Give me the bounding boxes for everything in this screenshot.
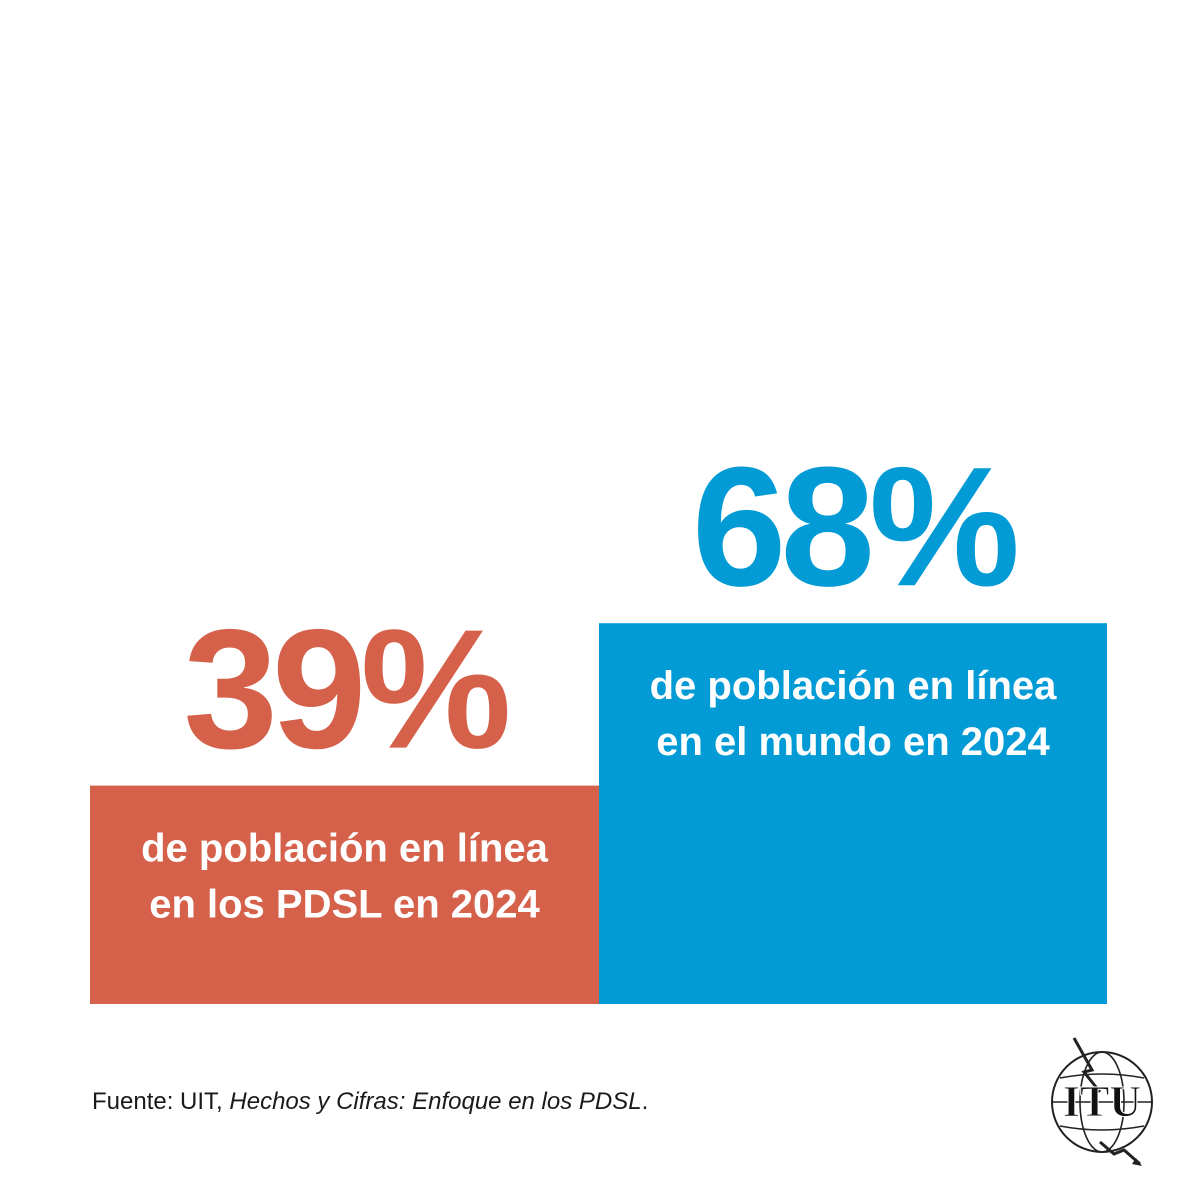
- bar-pdsl: [90, 785, 599, 1004]
- itu-logo-text: ITU: [1063, 1077, 1141, 1126]
- bar-label-mundo-line-1: de población en línea: [650, 664, 1057, 708]
- value-label-pdsl: 39%: [183, 595, 507, 785]
- source-prefix: Fuente: UIT,: [92, 1088, 230, 1115]
- itu-logo-icon: ITU: [1051, 1037, 1153, 1166]
- source-suffix: .: [641, 1088, 649, 1115]
- bar-label-pdsl-line-1: de población en línea: [141, 827, 548, 871]
- source-title: Hechos y Cifras: Enfoque en los PDSL: [229, 1088, 642, 1115]
- bar-label-mundo-line-2: en el mundo en 2024: [656, 720, 1050, 764]
- bar-mundo: [599, 623, 1107, 1004]
- bar-label-pdsl-line-2: en los PDSL en 2024: [149, 883, 540, 927]
- value-label-mundo: 68%: [692, 432, 1016, 622]
- source-note: Fuente: UIT, Hechos y Cifras: Enfoque en…: [92, 1088, 648, 1116]
